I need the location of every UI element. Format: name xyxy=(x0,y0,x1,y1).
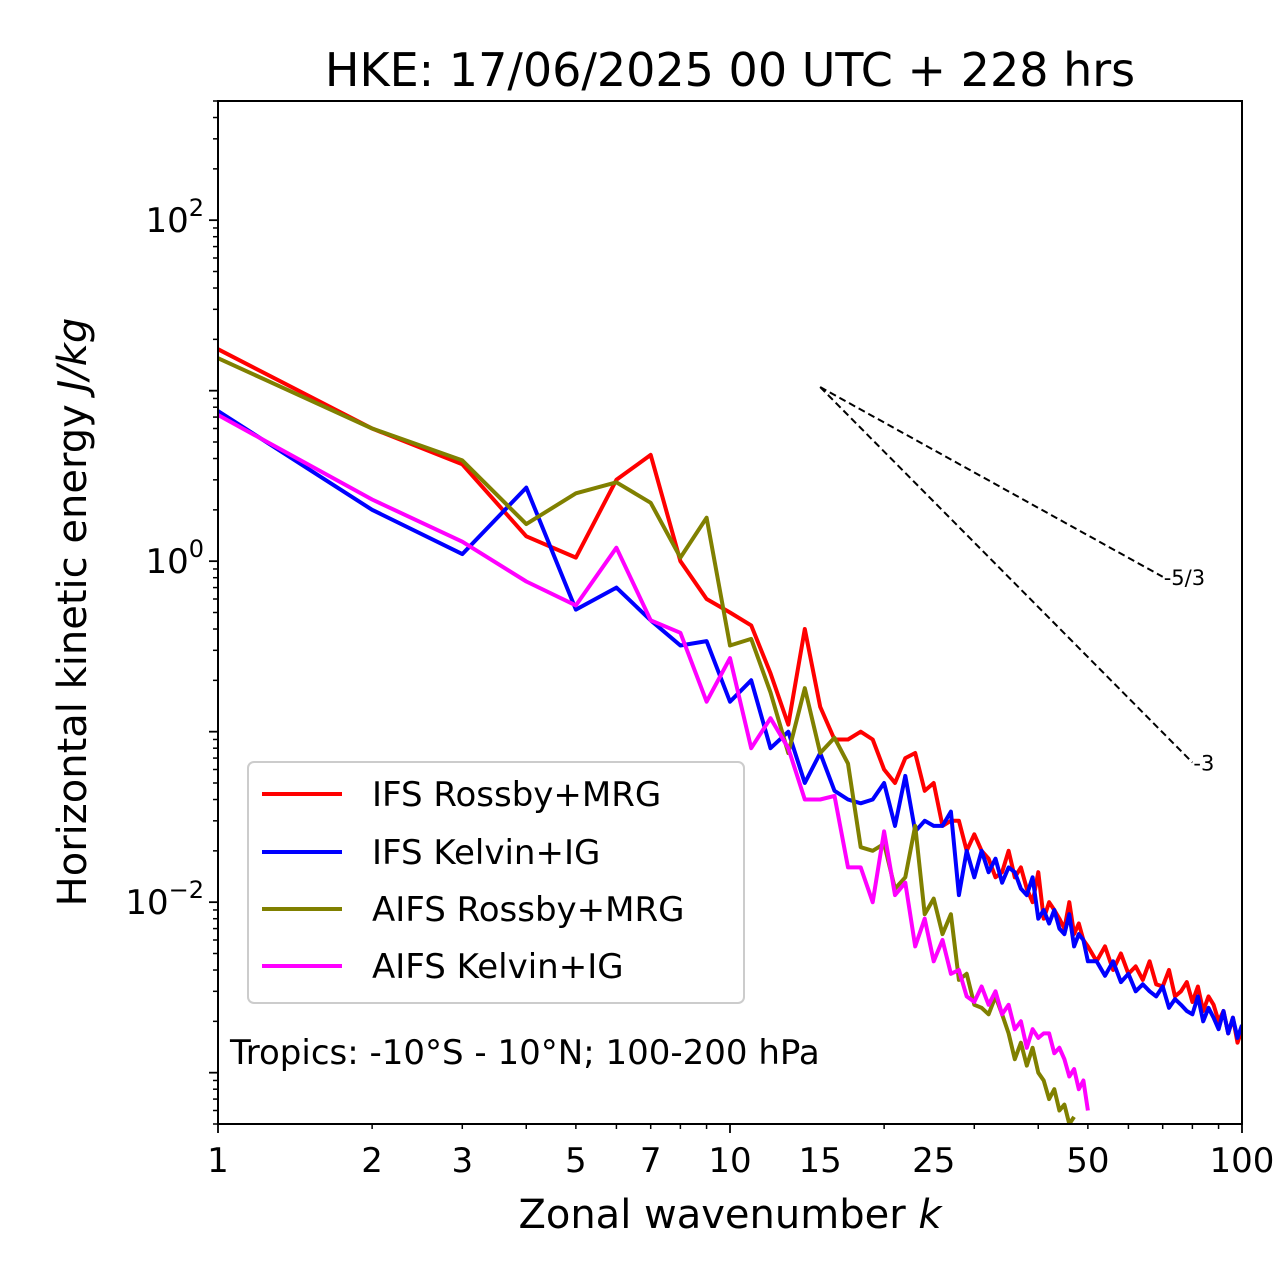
y-tick-label: 102 xyxy=(145,194,204,241)
legend-label-aifs-rossby: AIFS Rossby+MRG xyxy=(372,890,684,930)
legend-label-aifs-kelvin: AIFS Kelvin+IG xyxy=(372,947,624,987)
x-axis-label: Zonal wavenumber k xyxy=(518,1192,943,1238)
x-axis-label-italic: k xyxy=(918,1192,943,1238)
y-tick-label: 100 xyxy=(145,535,204,582)
reference-label-5-3: -5/3 xyxy=(1164,566,1205,590)
x-axis-label-text: Zonal wavenumber xyxy=(518,1192,918,1238)
x-tick-label: 5 xyxy=(565,1141,587,1181)
region-annotation: Tropics: -10°S - 10°N; 100-200 hPa xyxy=(229,1033,820,1073)
reference-line-3 xyxy=(819,386,1194,764)
series-layer xyxy=(218,347,1242,1124)
axis-ticks: 1 2 3 5 7 10 15 25 50 100 10−2 100 102 xyxy=(125,100,1275,1181)
y-axis-label-italic: J/kg xyxy=(50,318,96,399)
legend: IFS Rossby+MRG IFS Kelvin+IG AIFS Rossby… xyxy=(247,761,745,1004)
x-tick-label: 7 xyxy=(640,1141,662,1181)
legend-box xyxy=(247,761,745,1004)
x-tick-label: 100 xyxy=(1210,1141,1275,1181)
plot-frame xyxy=(217,100,1243,1125)
y-axis-label: Horizontal kinetic energy J/kg xyxy=(50,318,96,907)
y-axis-label-text: Horizontal kinetic energy xyxy=(50,392,96,907)
legend-label-ifs-rossby: IFS Rossby+MRG xyxy=(372,775,661,815)
reference-lines: -5/3 -3 xyxy=(819,386,1214,775)
x-tick-label: 15 xyxy=(799,1141,842,1181)
y-tick-label: 10−2 xyxy=(125,876,204,923)
series-line-aifs-kelvin-ig xyxy=(218,413,1090,1111)
reference-label-3: -3 xyxy=(1193,751,1214,775)
x-tick-label: 50 xyxy=(1066,1141,1109,1181)
x-tick-label: 3 xyxy=(451,1141,473,1181)
series-line-aifs-rossby-mrg xyxy=(218,356,1076,1124)
x-tick-label: 25 xyxy=(912,1141,955,1181)
chart-title: HKE: 17/06/2025 00 UTC + 228 hrs xyxy=(325,43,1135,97)
series-line-ifs-kelvin-ig xyxy=(218,409,1242,1040)
x-tick-label: 10 xyxy=(708,1141,751,1181)
x-tick-label: 1 xyxy=(207,1141,229,1181)
legend-label-ifs-kelvin: IFS Kelvin+IG xyxy=(372,833,600,873)
x-tick-label: 2 xyxy=(361,1141,383,1181)
